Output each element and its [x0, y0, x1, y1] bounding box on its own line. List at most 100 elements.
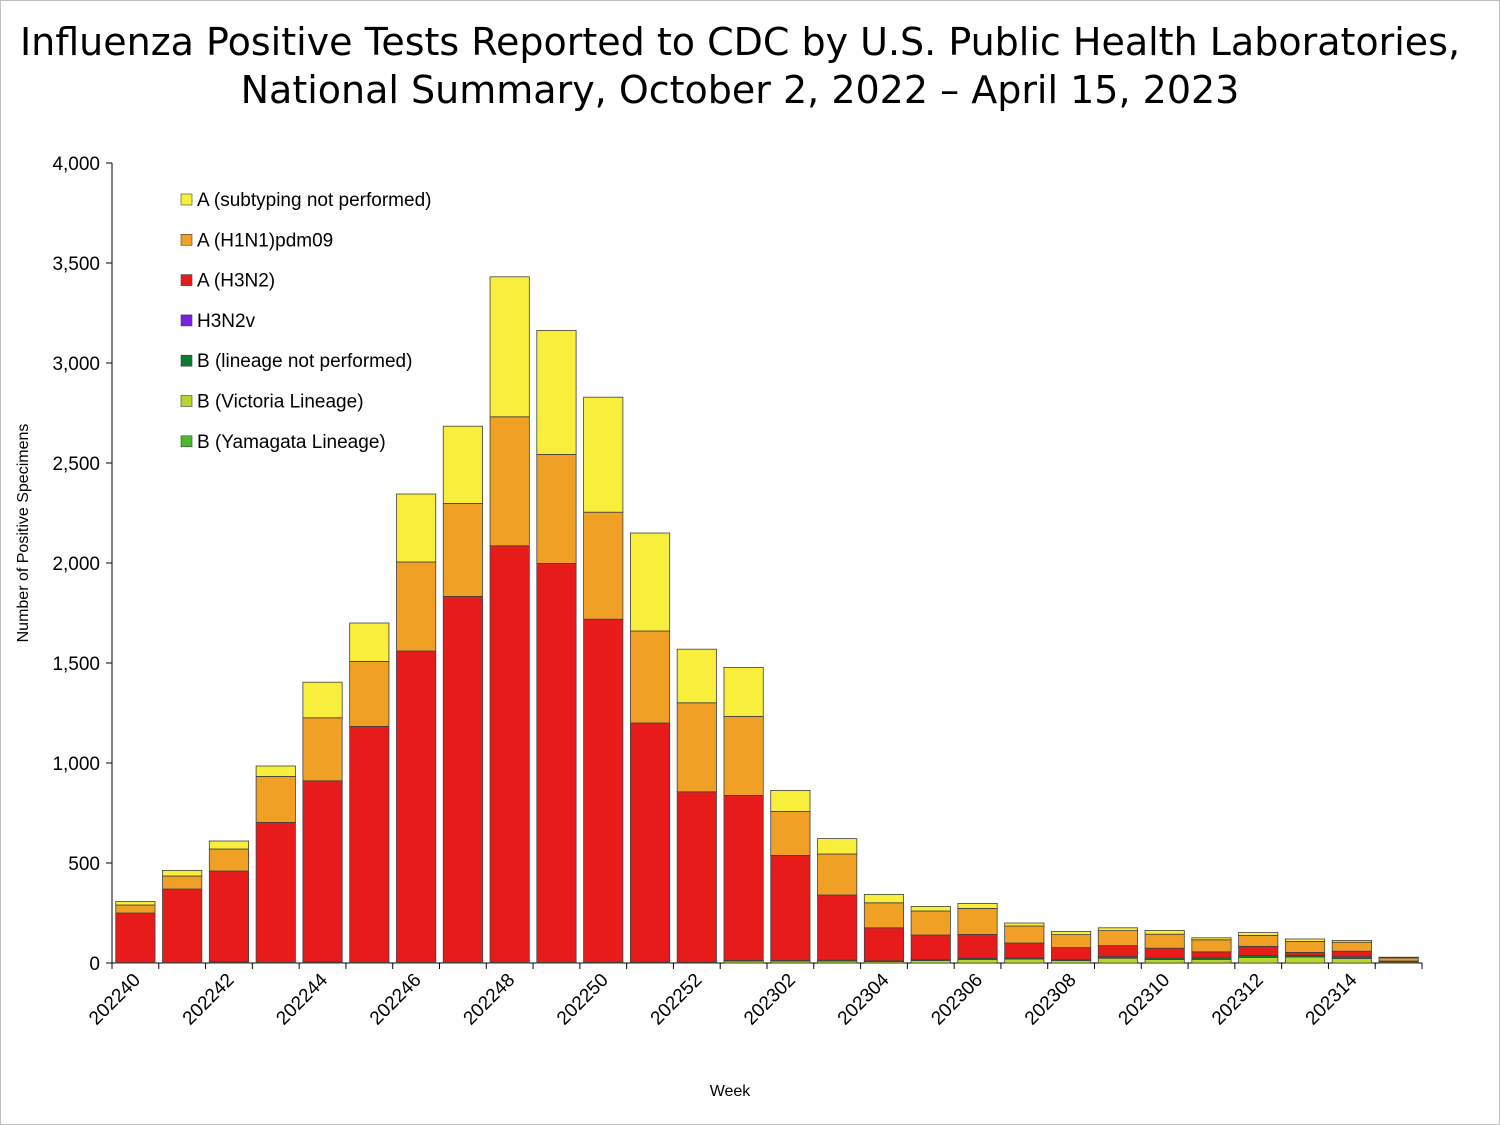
x-tick-label: 202304 [834, 969, 894, 1029]
bar-segment [817, 838, 858, 855]
bar-segment [489, 416, 530, 547]
bar-segment [1051, 931, 1092, 936]
legend-swatch [180, 435, 193, 448]
x-tick-label: 202246 [366, 970, 426, 1030]
bar-segment [1284, 952, 1326, 956]
bar-segment [1004, 925, 1045, 944]
bar-segment [676, 702, 717, 793]
bar-segment [302, 681, 343, 719]
legend-entry-label: H3N2v [197, 311, 256, 332]
bar-segment [1191, 939, 1232, 953]
bar-segment [1097, 957, 1138, 964]
bar-segment [863, 927, 905, 962]
bar-segment [957, 903, 998, 909]
x-tick-label: 202250 [553, 970, 613, 1030]
bar-segment [629, 532, 671, 632]
bar-segment [536, 563, 577, 963]
bar-segment [1191, 937, 1232, 941]
x-tick-label: 202244 [272, 969, 332, 1029]
x-tick-label: 202314 [1302, 969, 1362, 1029]
y-tick-label: 2,500 [52, 454, 100, 475]
bar-segment [723, 667, 764, 717]
legend-entry-label: B (Victoria Lineage) [197, 392, 364, 413]
bar-segment [302, 780, 343, 963]
legend: A (subtyping not performed) A (H1N1)pdm09… [180, 190, 431, 453]
bar-segment [1331, 950, 1372, 958]
x-tick-label: 202302 [740, 970, 800, 1030]
y-tick-label: 0 [89, 954, 100, 975]
bar-segment [723, 716, 764, 796]
bar-segment [349, 622, 390, 662]
legend-swatch [180, 274, 193, 286]
y-tick-label: 4,000 [52, 154, 100, 175]
bar-segment [1378, 956, 1419, 959]
bar-segment [957, 959, 998, 964]
bar-segment [676, 648, 717, 704]
bar-segment [442, 502, 483, 597]
x-tick-label: 202312 [1208, 970, 1268, 1030]
bar-segment [817, 853, 858, 896]
bar-segment [1144, 930, 1185, 935]
bar-segment [162, 875, 203, 890]
bar-segment [115, 904, 156, 914]
legend-swatch [180, 395, 193, 407]
bar-segment [1238, 946, 1279, 956]
bar-segment [676, 791, 717, 963]
bar-segment [1004, 958, 1045, 964]
bar-segment [1238, 935, 1279, 947]
bar-segment [1051, 934, 1092, 948]
legend-entry-label: A (H3N2) [197, 271, 275, 292]
x-tick-label: 202240 [85, 970, 145, 1030]
y-tick-label: 3,000 [52, 354, 100, 375]
bar-segment [1097, 930, 1138, 946]
legend-entry-label: A (subtyping not performed) [197, 190, 431, 211]
bar-segment [396, 650, 437, 963]
legend-entry-label: A (H1N1)pdm09 [197, 230, 333, 251]
bar-segment [1238, 957, 1279, 964]
bar-segment [1144, 959, 1185, 964]
bar-segment [1331, 958, 1372, 964]
bar-segment [1051, 947, 1092, 960]
bar-segment [1284, 941, 1326, 953]
legend-swatch [180, 234, 193, 246]
bar-segment [817, 894, 858, 961]
bar-segment [910, 910, 951, 936]
legend-entry-label: B (lineage not performed) [197, 351, 412, 372]
bar-segment [349, 661, 390, 727]
bar-segment [255, 776, 296, 823]
x-tick-label: 202248 [460, 970, 520, 1030]
x-tick-label: 202252 [647, 970, 707, 1030]
bar-segment [1191, 951, 1232, 959]
bar-segment [255, 822, 296, 963]
bar-segment [115, 901, 156, 906]
x-tick-label: 202242 [179, 970, 239, 1030]
bar-segment [1004, 942, 1045, 959]
bar-segment [1097, 945, 1138, 957]
bar-segment [770, 811, 811, 856]
bar-segment [863, 902, 905, 929]
bar-segment [208, 840, 250, 850]
bar-segment [1144, 947, 1185, 959]
bar-segment [162, 870, 203, 877]
bar-segment [1378, 957, 1419, 962]
bar-segment [396, 561, 437, 652]
y-tick-label: 3,500 [52, 254, 100, 275]
chart-title: Influenza Positive Tests Reported to CDC… [0, 18, 1480, 114]
x-tick-label: 202306 [927, 970, 987, 1030]
bar-segment [583, 511, 624, 620]
bar-segment [162, 888, 203, 963]
bar-segment [910, 906, 951, 912]
bar-segment [536, 453, 577, 564]
legend-swatch [180, 354, 193, 367]
y-tick-label: 2,000 [52, 554, 100, 575]
bar-segment [723, 795, 764, 961]
bar-segment [583, 396, 624, 513]
bar-segment [629, 722, 671, 963]
bars-group [115, 276, 1419, 964]
bar-segment [208, 870, 250, 962]
bar-segment [396, 493, 437, 563]
bar-segment [1284, 956, 1326, 964]
bar-segment [770, 855, 811, 961]
bar-segment [1097, 927, 1138, 931]
